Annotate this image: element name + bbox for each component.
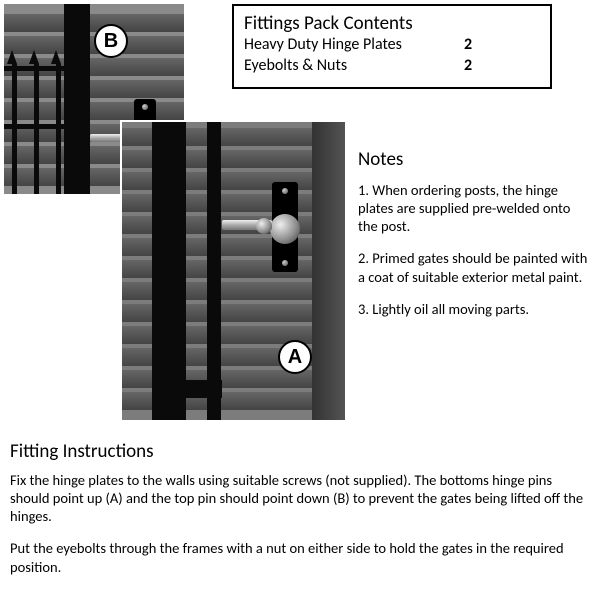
notes-item: 3. Lightly oil all moving parts. bbox=[358, 300, 590, 318]
fittings-item-label: Heavy Duty Hinge Plates bbox=[244, 35, 464, 56]
instructions-heading: Fitting Instructions bbox=[10, 440, 590, 463]
marker-a-label: A bbox=[288, 346, 302, 369]
instructions-section: Fitting Instructions Fix the hinge plate… bbox=[10, 440, 590, 590]
marker-a: A bbox=[278, 340, 312, 374]
marker-b: B bbox=[94, 24, 128, 58]
notes-heading: Notes bbox=[358, 148, 590, 171]
fittings-item-qty: 2 bbox=[464, 35, 472, 56]
notes-item: 2. Primed gates should be painted with a… bbox=[358, 249, 590, 285]
fittings-row: Heavy Duty Hinge Plates 2 bbox=[244, 35, 540, 56]
fittings-item-qty: 2 bbox=[464, 56, 472, 77]
instructions-paragraph: Put the eyebolts through the frames with… bbox=[10, 539, 590, 575]
instructions-paragraph: Fix the hinge plates to the walls using … bbox=[10, 471, 590, 525]
marker-b-label: B bbox=[104, 30, 118, 53]
fittings-row: Eyebolts & Nuts 2 bbox=[244, 56, 540, 77]
fittings-title: Fittings Pack Contents bbox=[244, 12, 540, 35]
notes-item: 1. When ordering posts, the hinge plates… bbox=[358, 181, 590, 235]
fittings-pack-box: Fittings Pack Contents Heavy Duty Hinge … bbox=[232, 4, 552, 89]
fittings-item-label: Eyebolts & Nuts bbox=[244, 56, 464, 77]
notes-section: Notes 1. When ordering posts, the hinge … bbox=[358, 148, 590, 332]
hinge-photo-a bbox=[120, 120, 345, 420]
